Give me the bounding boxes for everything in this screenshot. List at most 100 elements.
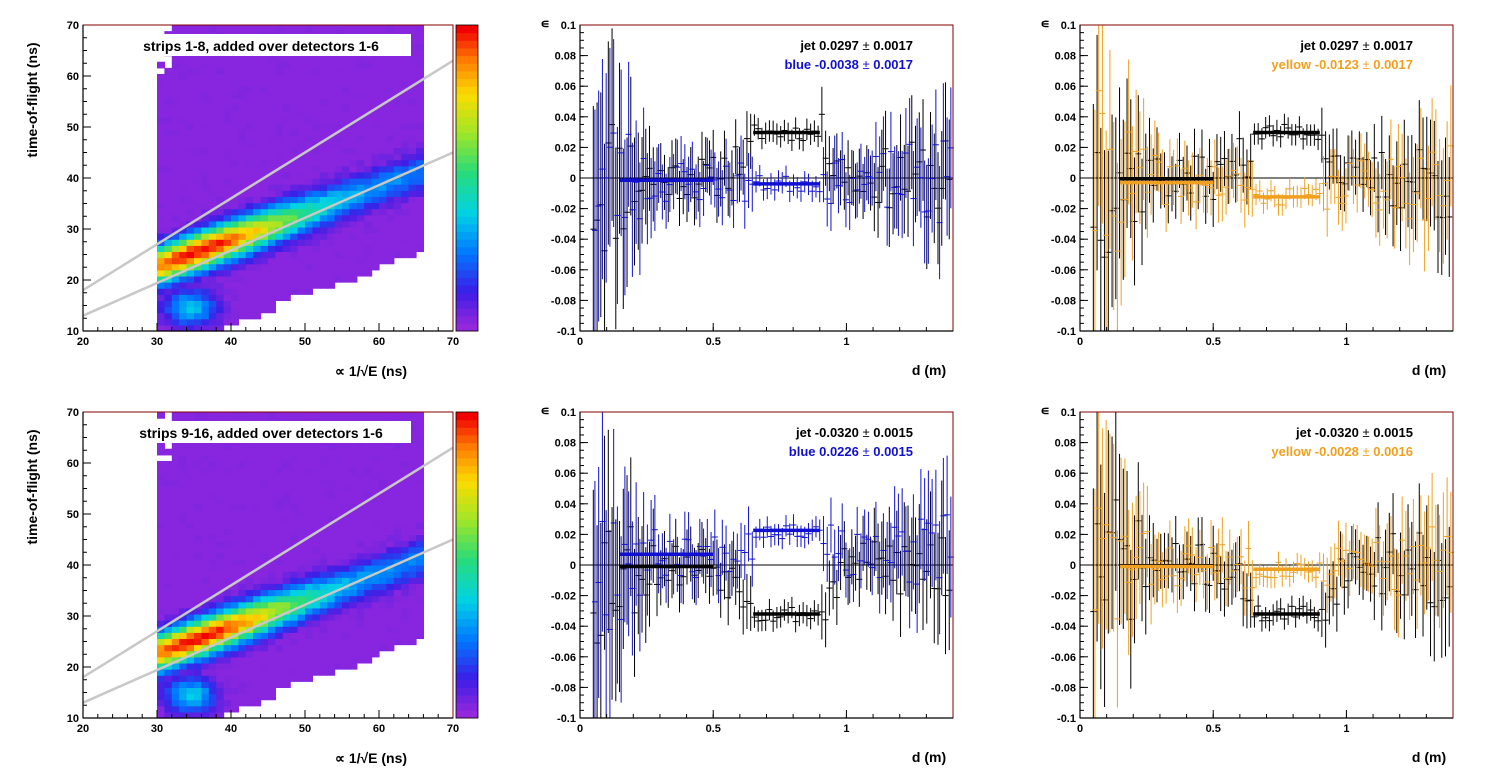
heatmap-cell <box>179 92 187 99</box>
heatmap-cell <box>342 209 350 216</box>
heatmap-cell <box>401 608 409 615</box>
heatmap-cell <box>372 147 380 154</box>
heatmap-cell <box>231 706 239 713</box>
data-point <box>813 176 819 197</box>
heatmap-cell <box>246 233 254 240</box>
heatmap-cell <box>349 258 357 265</box>
data-point <box>1263 117 1269 138</box>
heatmap-cell <box>349 25 357 32</box>
heatmap-cell <box>231 687 239 694</box>
heatmap-cell <box>231 492 239 499</box>
heatmap-cell <box>209 135 217 142</box>
heatmap-cell <box>194 233 202 240</box>
heatmap-cell <box>216 565 224 572</box>
heatmap-cell <box>253 461 261 468</box>
x-tick-label: 1 <box>843 336 849 348</box>
heatmap-cell <box>357 412 365 419</box>
colorbar-step <box>456 596 478 604</box>
heatmap-cell <box>409 251 417 258</box>
heatmap-cell <box>327 467 335 474</box>
heatmap-cell <box>231 694 239 701</box>
heatmap-cell <box>357 528 365 535</box>
heatmap-cell <box>187 675 195 682</box>
heatmap-cell <box>416 129 424 136</box>
heatmap-cell <box>416 412 424 419</box>
heatmap-cell <box>253 589 261 596</box>
heatmap-cell <box>231 160 239 167</box>
heatmap-cell <box>379 473 387 480</box>
heatmap-cell <box>238 92 246 99</box>
heatmap-cell <box>224 608 232 615</box>
heatmap-cell <box>283 105 291 112</box>
heatmap-cell <box>349 589 357 596</box>
heatmap-cell <box>335 492 343 499</box>
heatmap-cell <box>283 62 291 69</box>
heatmap-cell <box>312 638 320 645</box>
heatmap-cell <box>261 74 269 81</box>
heatmap-cell <box>335 461 343 468</box>
heatmap-cell <box>305 651 313 658</box>
heatmap-cell <box>157 479 165 486</box>
heatmap-cell <box>357 614 365 621</box>
data-point <box>1319 108 1325 163</box>
heatmap-cell <box>320 56 328 63</box>
heatmap-cell <box>209 626 217 633</box>
heatmap-cell <box>172 319 180 326</box>
heatmap-cell <box>187 596 195 603</box>
heatmap-cell <box>209 510 217 517</box>
colorbar-step <box>456 48 478 56</box>
y-tick-label: 60 <box>67 458 79 470</box>
heatmap-cell <box>164 528 172 535</box>
y-axis-label: time-of-flight (ns) <box>24 42 40 157</box>
heatmap-cell <box>342 276 350 283</box>
heatmap-cell <box>268 300 276 307</box>
heatmap-cell <box>157 522 165 529</box>
y-tick-label: -0.04 <box>1051 234 1077 246</box>
heatmap-cell <box>379 239 387 246</box>
heatmap-cell <box>394 589 402 596</box>
heatmap-cell <box>157 129 165 136</box>
x-tick-label: 50 <box>299 336 311 348</box>
heatmap-cell <box>201 638 209 645</box>
heatmap-cell <box>379 68 387 75</box>
heatmap-cell <box>416 215 424 222</box>
heatmap-cell <box>238 276 246 283</box>
heatmap-cell <box>179 565 187 572</box>
heatmap-cell <box>261 111 269 118</box>
heatmap-cell <box>224 522 232 529</box>
heatmap-cell <box>409 25 417 32</box>
heatmap-cell <box>268 583 276 590</box>
heatmap-cell <box>164 614 172 621</box>
heatmap-cell <box>401 443 409 450</box>
x-tick-label: 60 <box>373 336 385 348</box>
heatmap-cell <box>349 614 357 621</box>
heatmap-cell <box>409 62 417 69</box>
heatmap-cell <box>298 288 306 295</box>
heatmap-cell <box>209 196 217 203</box>
heatmap-cell <box>298 473 306 480</box>
data-point <box>1270 125 1276 146</box>
heatmap-cell <box>357 245 365 252</box>
heatmap-cell <box>224 510 232 517</box>
heatmap-cell <box>209 467 217 474</box>
heatmap-cell <box>409 522 417 529</box>
heatmap-cell <box>231 638 239 645</box>
heatmap-cell <box>216 522 224 529</box>
heatmap-cell <box>357 455 365 462</box>
heatmap-cell <box>416 239 424 246</box>
heatmap-cell <box>327 166 335 173</box>
heatmap-cell <box>231 412 239 419</box>
heatmap-cell <box>357 215 365 222</box>
heatmap-cell <box>187 258 195 265</box>
heatmap-cell <box>172 172 180 179</box>
heatmap-cell <box>409 160 417 167</box>
heatmap-cell <box>157 657 165 664</box>
heatmap-cell <box>201 681 209 688</box>
heatmap-cell <box>327 172 335 179</box>
heatmap-cell <box>157 651 165 658</box>
heatmap-cell <box>194 492 202 499</box>
heatmap-cell <box>416 233 424 240</box>
data-point <box>778 606 784 627</box>
heatmap-cell <box>401 68 409 75</box>
heatmap-cell <box>157 111 165 118</box>
